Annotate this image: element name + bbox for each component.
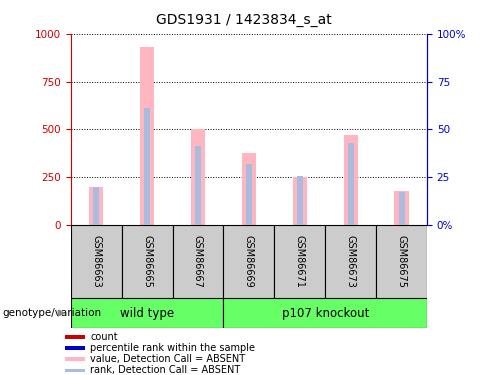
Bar (344, 135, 358, 225)
Text: value, Detection Call = ABSENT: value, Detection Call = ABSENT (90, 354, 245, 364)
Bar (64, 346, 85, 350)
Bar (325, 225, 376, 298)
Bar (64, 335, 85, 339)
Text: genotype/variation: genotype/variation (2, 308, 102, 318)
Bar (122, 225, 173, 298)
Bar (274, 225, 325, 298)
Text: GSM86671: GSM86671 (295, 235, 305, 288)
Bar (64, 369, 85, 372)
Text: wild type: wild type (120, 307, 174, 320)
Bar (242, 153, 256, 225)
Text: GSM86669: GSM86669 (244, 235, 254, 288)
Bar (224, 298, 427, 328)
Bar (71, 225, 122, 298)
Bar (376, 225, 427, 298)
Bar (64, 357, 85, 361)
Bar (297, 176, 303, 225)
Text: count: count (90, 332, 118, 342)
Text: p107 knockout: p107 knockout (282, 307, 369, 320)
Text: GSM86665: GSM86665 (142, 235, 152, 288)
Bar (293, 177, 307, 225)
Text: GSM86675: GSM86675 (397, 235, 407, 288)
Text: rank, Detection Call = ABSENT: rank, Detection Call = ABSENT (90, 366, 241, 375)
Bar (347, 143, 354, 225)
Bar (71, 298, 224, 328)
Text: GSM86667: GSM86667 (193, 235, 203, 288)
Text: GSM86673: GSM86673 (346, 235, 356, 288)
Bar (399, 192, 405, 225)
Text: GSM86663: GSM86663 (91, 235, 101, 288)
Bar (195, 146, 201, 225)
Bar (89, 187, 103, 225)
Bar (144, 108, 150, 225)
Bar (93, 187, 99, 225)
Bar (140, 47, 154, 225)
Bar (246, 164, 252, 225)
Bar (173, 225, 224, 298)
Text: percentile rank within the sample: percentile rank within the sample (90, 343, 255, 353)
Bar (191, 129, 205, 225)
Text: GDS1931 / 1423834_s_at: GDS1931 / 1423834_s_at (156, 13, 332, 27)
Bar (394, 190, 408, 225)
Bar (224, 225, 274, 298)
